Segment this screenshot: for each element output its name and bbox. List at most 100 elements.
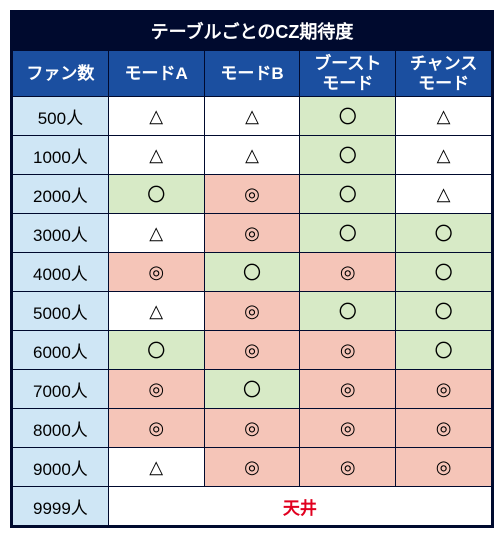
circle-icon: 〇 — [339, 107, 357, 127]
row-header: 7000人 — [13, 370, 109, 409]
circle-icon: 〇 — [243, 380, 261, 400]
expectation-cell: 〇 — [396, 214, 492, 253]
table-container: テーブルごとのCZ期待度 ファン数モードAモードBブーストモードチャンスモード … — [10, 10, 494, 528]
circle-icon: 〇 — [435, 341, 453, 361]
table-row: 9000人 △ ◎ ◎ ◎ — [13, 448, 492, 487]
row-header: 9000人 — [13, 448, 109, 487]
col-header-mode: モードB — [204, 51, 300, 97]
double-circle-icon: ◎ — [244, 418, 260, 438]
table-row: 4000人◎〇◎〇 — [13, 253, 492, 292]
circle-icon: 〇 — [435, 224, 453, 244]
triangle-icon: △ — [149, 223, 163, 243]
expectation-cell: ◎ — [108, 409, 204, 448]
expectation-cell: 〇 — [108, 331, 204, 370]
expectation-cell: 〇 — [108, 175, 204, 214]
expectation-cell: 〇 — [204, 370, 300, 409]
expectation-cell: 〇 — [396, 331, 492, 370]
expectation-cell: ◎ — [396, 370, 492, 409]
double-circle-icon: ◎ — [436, 457, 452, 477]
expectation-cell: △ — [108, 97, 204, 136]
double-circle-icon: ◎ — [340, 379, 356, 399]
double-circle-icon: ◎ — [244, 223, 260, 243]
row-header: 1000人 — [13, 136, 109, 175]
row-header: 8000人 — [13, 409, 109, 448]
table-title: テーブルごとのCZ期待度 — [12, 12, 492, 50]
double-circle-icon: ◎ — [148, 379, 164, 399]
expectation-cell: ◎ — [300, 331, 396, 370]
double-circle-icon: ◎ — [436, 418, 452, 438]
expectation-cell: ◎ — [204, 292, 300, 331]
table-row: 6000人 〇 ◎ ◎ 〇 — [13, 331, 492, 370]
triangle-icon: △ — [149, 301, 163, 321]
table-row: 1000人△△〇△ — [13, 136, 492, 175]
expectation-cell: ◎ — [108, 370, 204, 409]
expectation-cell: △ — [396, 97, 492, 136]
col-header-mode: モードA — [108, 51, 204, 97]
expectation-cell: ◎ — [204, 175, 300, 214]
table-row: 500人 △ △ 〇 △ — [13, 97, 492, 136]
circle-icon: 〇 — [435, 263, 453, 283]
col-header-mode: チャンスモード — [396, 51, 492, 97]
row-header: 9999人 — [13, 487, 109, 526]
table-row: 9999人天井 — [13, 487, 492, 526]
table-row: 5000人△◎〇〇 — [13, 292, 492, 331]
expectation-cell: △ — [204, 97, 300, 136]
expectation-cell: 〇 — [396, 253, 492, 292]
row-header: 500人 — [13, 97, 109, 136]
expectation-cell: △ — [396, 175, 492, 214]
circle-icon: 〇 — [147, 185, 165, 205]
triangle-icon: △ — [437, 184, 451, 204]
triangle-icon: △ — [149, 457, 163, 477]
double-circle-icon: ◎ — [340, 418, 356, 438]
double-circle-icon: ◎ — [340, 340, 356, 360]
expectation-cell: ◎ — [204, 409, 300, 448]
expectation-cell: △ — [396, 136, 492, 175]
expectation-cell: 〇 — [300, 136, 396, 175]
expectation-cell: 〇 — [300, 214, 396, 253]
double-circle-icon: ◎ — [340, 457, 356, 477]
expectation-cell: ◎ — [300, 253, 396, 292]
expectation-cell: ◎ — [396, 409, 492, 448]
expectation-cell: △ — [108, 136, 204, 175]
row-header: 2000人 — [13, 175, 109, 214]
triangle-icon: △ — [149, 106, 163, 126]
expectation-cell: △ — [108, 448, 204, 487]
expectation-cell: ◎ — [204, 214, 300, 253]
double-circle-icon: ◎ — [148, 418, 164, 438]
expectation-cell: ◎ — [396, 448, 492, 487]
expectation-cell: 〇 — [300, 97, 396, 136]
col-header-mode: ブーストモード — [300, 51, 396, 97]
double-circle-icon: ◎ — [148, 262, 164, 282]
table-row: 8000人 ◎ ◎ ◎ ◎ — [13, 409, 492, 448]
double-circle-icon: ◎ — [436, 379, 452, 399]
triangle-icon: △ — [245, 145, 259, 165]
row-header: 3000人 — [13, 214, 109, 253]
col-header-fans: ファン数 — [13, 51, 109, 97]
ceiling-cell: 天井 — [108, 487, 491, 526]
expectation-cell: ◎ — [204, 448, 300, 487]
double-circle-icon: ◎ — [244, 340, 260, 360]
header-row: ファン数モードAモードBブーストモードチャンスモード — [13, 51, 492, 97]
row-header: 6000人 — [13, 331, 109, 370]
table-body: 500人△△〇△1000人△△〇△2000人〇◎〇△3000人△◎〇〇4000人… — [13, 97, 492, 526]
circle-icon: 〇 — [435, 302, 453, 322]
triangle-icon: △ — [245, 106, 259, 126]
row-header: 4000人 — [13, 253, 109, 292]
double-circle-icon: ◎ — [244, 457, 260, 477]
double-circle-icon: ◎ — [244, 184, 260, 204]
double-circle-icon: ◎ — [340, 262, 356, 282]
expectation-table: ファン数モードAモードBブーストモードチャンスモード 500人△△〇△1000人… — [12, 50, 492, 526]
table-row: 3000人 △ ◎ 〇 〇 — [13, 214, 492, 253]
expectation-cell: ◎ — [204, 331, 300, 370]
expectation-cell: △ — [108, 214, 204, 253]
expectation-cell: ◎ — [108, 253, 204, 292]
circle-icon: 〇 — [339, 302, 357, 322]
circle-icon: 〇 — [339, 224, 357, 244]
expectation-cell: ◎ — [300, 448, 396, 487]
expectation-cell: ◎ — [300, 370, 396, 409]
circle-icon: 〇 — [147, 341, 165, 361]
table-row: 2000人 〇 ◎ 〇 △ — [13, 175, 492, 214]
expectation-cell: 〇 — [300, 292, 396, 331]
double-circle-icon: ◎ — [244, 301, 260, 321]
circle-icon: 〇 — [339, 185, 357, 205]
